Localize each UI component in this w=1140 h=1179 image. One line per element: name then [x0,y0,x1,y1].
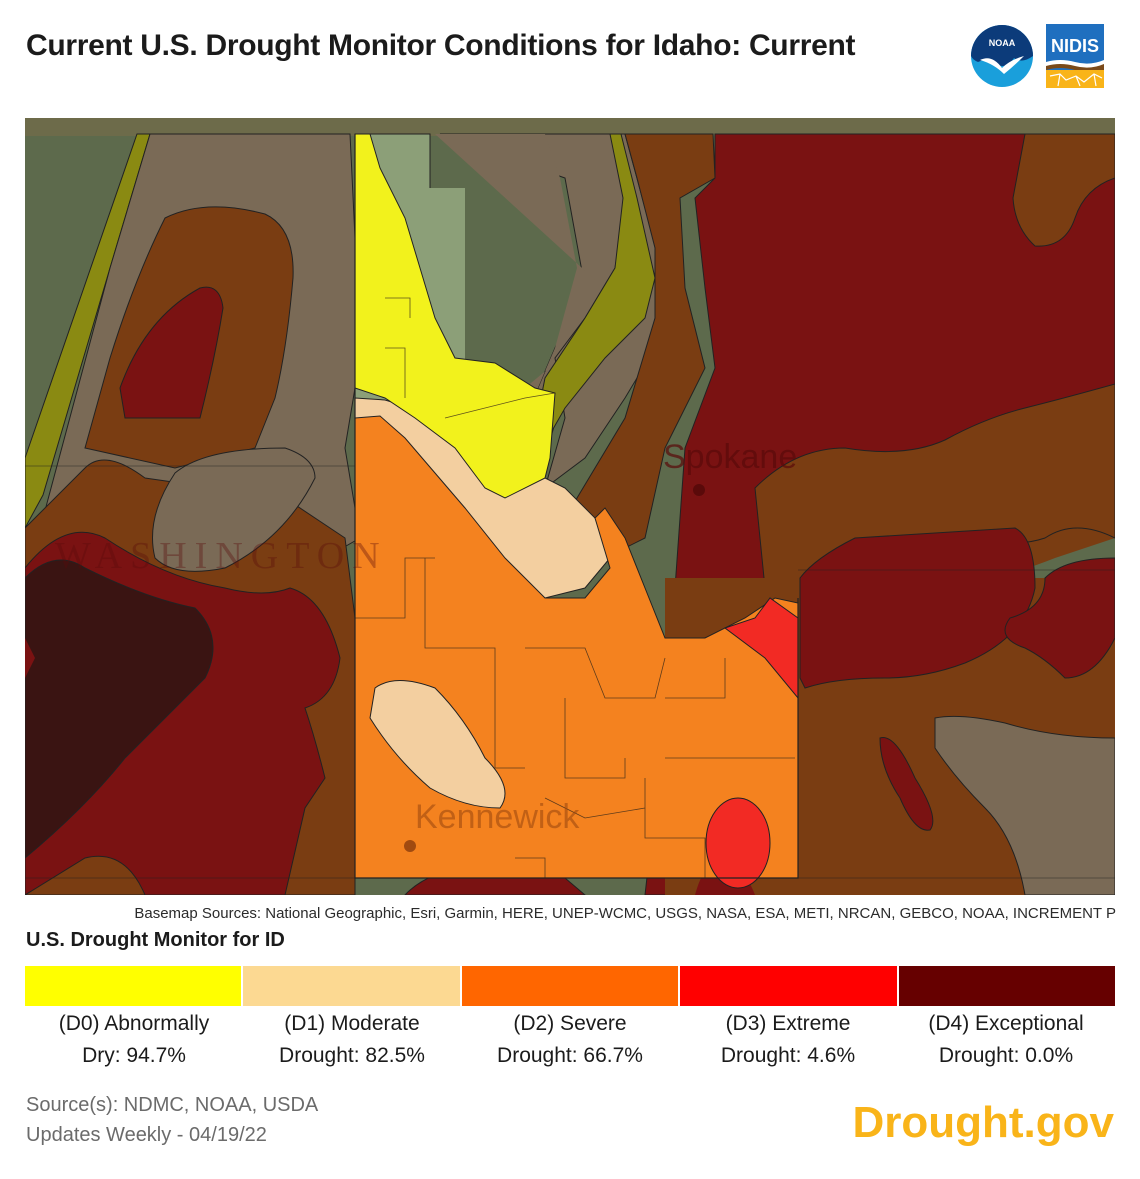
svg-text:NOAA: NOAA [989,38,1016,48]
legend-item-d2: (D2) Severe Drought: 66.7% [461,1008,679,1072]
svg-text:Spokane: Spokane [663,438,797,476]
basemap-credit: Basemap Sources: National Geographic, Es… [134,905,1116,922]
legend-label-line2: Drought: 4.6% [720,1044,856,1067]
legend-swatch-d1 [243,966,462,1006]
kennewick-label: Kennewick [404,798,580,852]
svg-text:NIDIS: NIDIS [1051,36,1099,56]
legend-item-d4: (D4) Exceptional Drought: 0.0% [897,1008,1115,1072]
legend-swatch-d0 [25,966,244,1006]
drought-map[interactable]: Spokane Kennewick WASHINGTON [25,118,1115,895]
noaa-logo-icon[interactable]: NOAA [970,24,1034,88]
legend-title: U.S. Drought Monitor for ID [26,929,285,951]
logo-group: NOAA NIDIS [968,22,1118,90]
page-title: Current U.S. Drought Monitor Conditions … [26,29,856,62]
legend-item-d0: (D0) Abnormally Dry: 94.7% [25,1008,243,1072]
legend-label-line2: Drought: 66.7% [497,1044,643,1067]
legend-swatch-d3 [680,966,899,1006]
legend-label-line1: (D0) Abnormally [58,1012,210,1035]
svg-text:Kennewick: Kennewick [415,798,580,836]
sources-text: Source(s): NDMC, NOAA, USDA [26,1094,319,1116]
legend-label-line1: (D2) Severe [513,1012,627,1035]
legend-label-line1: (D1) Moderate [284,1012,420,1035]
spokane-label: Spokane [663,438,797,496]
update-date-text: Updates Weekly - 04/19/22 [26,1124,267,1146]
footer-sources: Source(s): NDMC, NOAA, USDA Updates Week… [26,1090,318,1150]
legend-label-line2: Drought: 0.0% [938,1044,1074,1067]
map-canvas: Spokane Kennewick WASHINGTON [25,118,1115,895]
legend-item-d3: (D3) Extreme Drought: 4.6% [679,1008,897,1072]
legend-label-line2: Dry: 94.7% [82,1044,186,1067]
svg-text:WASHINGTON: WASHINGTON [55,535,388,577]
legend-bar [25,966,1116,1006]
washington-label: WASHINGTON [55,535,388,577]
legend-swatch-d4 [898,966,1116,1006]
legend-labels: (D0) Abnormally Dry: 94.7% (D1) Moderate… [25,1008,1115,1072]
legend-swatch-d2 [461,966,681,1006]
legend-item-d1: (D1) Moderate Drought: 82.5% [243,1008,461,1072]
legend-label-line2: Drought: 82.5% [279,1044,425,1067]
legend-label-line1: (D3) Extreme [725,1012,851,1035]
legend-label-line1: (D4) Exceptional [928,1012,1084,1035]
drought-gov-link[interactable]: Drought.gov [852,1098,1114,1147]
nidis-logo-icon[interactable]: NIDIS [1046,24,1104,88]
